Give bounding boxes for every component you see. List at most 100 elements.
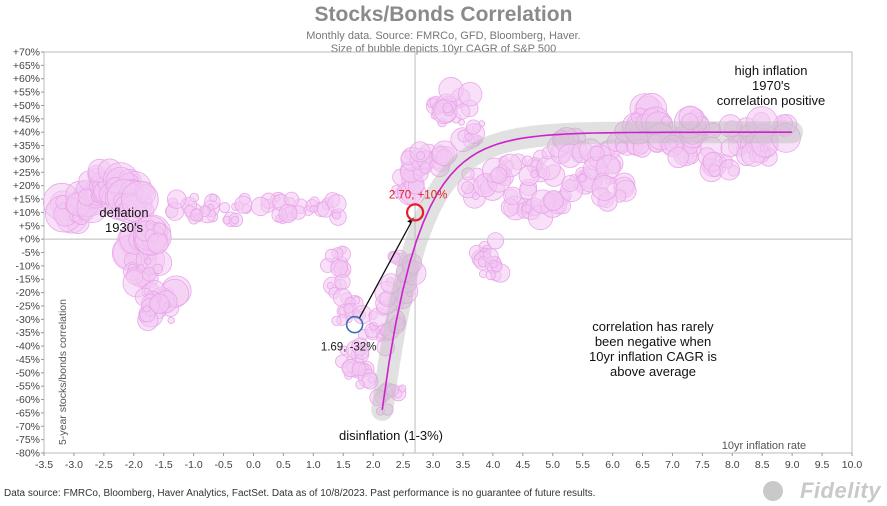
y-tick-label: +70% <box>13 47 40 59</box>
data-bubble <box>149 293 170 314</box>
data-bubble <box>471 192 480 201</box>
y-tick-label: +60% <box>13 73 40 85</box>
y-tick-label: -50% <box>15 367 40 379</box>
negative-correlation-annotation: above average <box>610 364 696 379</box>
data-bubble <box>369 388 387 407</box>
data-bubble <box>190 208 204 222</box>
x-tick-label: 7.0 <box>665 459 680 471</box>
data-bubble <box>324 248 339 263</box>
negative-correlation-annotation: correlation has rarely <box>592 319 714 334</box>
chart-title: Stocks/Bonds Correlation <box>314 3 573 26</box>
footer-disclaimer: Data source: FMRCo, Bloomberg, Haver Ana… <box>4 488 596 499</box>
data-bubble <box>234 195 253 214</box>
y-tick-label: +0% <box>19 234 40 246</box>
data-bubble <box>503 186 522 206</box>
y-tick-label: -15% <box>15 274 40 286</box>
data-bubble <box>330 259 348 277</box>
chart-canvas: +70%+65%+60% +55%+50%+45% +40%+35%+30% +25%… <box>13 47 863 472</box>
y-tick-label: -45% <box>15 354 40 366</box>
x-tick-label: -2.0 <box>125 459 143 471</box>
data-bubble <box>561 175 579 193</box>
data-bubble <box>230 215 240 225</box>
data-bubble <box>708 164 721 177</box>
y-tick-label: +50% <box>13 100 40 112</box>
y-tick-label: +5% <box>19 220 40 232</box>
x-tick-label: 6.0 <box>605 459 620 471</box>
x-tick-label: 8.5 <box>755 459 770 471</box>
x-tick-label: 1.0 <box>306 459 321 471</box>
data-bubble <box>521 155 534 167</box>
fidelity-logo: Fidelity <box>799 478 881 503</box>
x-tick-label: 7.5 <box>695 459 710 471</box>
movement-arrow <box>359 222 412 318</box>
data-bubble <box>331 315 342 327</box>
y-tick-label: -55% <box>15 381 40 393</box>
data-bubble <box>327 194 347 214</box>
chart-subtitle-line1: Monthly data. Source: FMRCo, GFD, Bloomb… <box>306 30 581 42</box>
y-tick-label: -25% <box>15 300 40 312</box>
data-bubble <box>326 282 334 290</box>
data-bubble <box>386 383 399 397</box>
data-bubble <box>167 316 175 324</box>
fidelity-logo-icon <box>763 481 783 501</box>
data-bubble <box>431 140 458 167</box>
data-bubble <box>355 379 365 390</box>
data-bubble <box>142 267 157 282</box>
data-bubble <box>591 175 618 201</box>
data-bubble <box>278 204 298 224</box>
data-bubble <box>457 82 483 107</box>
disinflation-annotation: disinflation (1-3%) <box>339 428 443 443</box>
data-bubble <box>461 167 475 181</box>
y-tick-label: -65% <box>15 407 40 419</box>
high-inflation-annotation: 1970's <box>752 78 790 93</box>
x-tick-label: -3.0 <box>65 459 83 471</box>
data-bubble <box>718 159 741 181</box>
data-bubble <box>489 259 498 269</box>
data-bubble <box>490 166 508 184</box>
data-bubble <box>136 264 145 273</box>
data-bubble <box>667 146 689 169</box>
data-bubble <box>143 257 152 265</box>
current-point-label: 2.70, +10% <box>389 189 448 201</box>
data-bubble <box>543 190 564 211</box>
x-tick-label: 0.0 <box>246 459 261 471</box>
x-tick-label: 4.0 <box>486 459 501 471</box>
x-tick-label: 6.5 <box>635 459 650 471</box>
data-bubble <box>209 193 218 203</box>
data-bubble <box>461 181 474 194</box>
x-tick-label: -3.5 <box>35 459 53 471</box>
data-bubble <box>771 123 801 153</box>
y-tick-label: +20% <box>13 180 40 192</box>
data-bubble <box>416 151 426 161</box>
x-tick-label: -0.5 <box>215 459 233 471</box>
x-tick-label: 0.5 <box>276 459 291 471</box>
x-tick-label: 10.0 <box>842 459 863 471</box>
y-tick-label: +45% <box>13 113 40 125</box>
x-tick-label: 3.0 <box>426 459 441 471</box>
data-bubble <box>615 141 629 154</box>
data-bubble <box>577 173 587 183</box>
x-tick-label: 2.0 <box>366 459 381 471</box>
y-tick-label: +10% <box>13 207 40 219</box>
y-tick-label: +15% <box>13 194 40 206</box>
data-bubble <box>720 138 740 158</box>
data-bubble <box>589 145 605 161</box>
y-tick-label: +65% <box>13 60 40 72</box>
y-tick-label: +40% <box>13 127 40 139</box>
data-bubble <box>354 345 369 360</box>
data-bubble <box>152 263 164 275</box>
data-bubble <box>166 189 187 209</box>
x-tick-label: 5.0 <box>545 459 560 471</box>
data-bubble <box>485 269 496 281</box>
x-tick-label: 5.5 <box>575 459 590 471</box>
y-tick-label: -20% <box>15 287 40 299</box>
trend-curve <box>381 131 793 411</box>
y-tick-label: -5% <box>21 247 40 259</box>
x-tick-label: 4.5 <box>516 459 531 471</box>
deflation-annotation: 1930's <box>105 220 143 235</box>
data-bubble <box>143 305 151 313</box>
data-bubble <box>189 192 200 203</box>
deflation-annotation: deflation <box>99 205 148 220</box>
data-bubble <box>464 133 473 142</box>
data-bubble <box>486 232 505 250</box>
